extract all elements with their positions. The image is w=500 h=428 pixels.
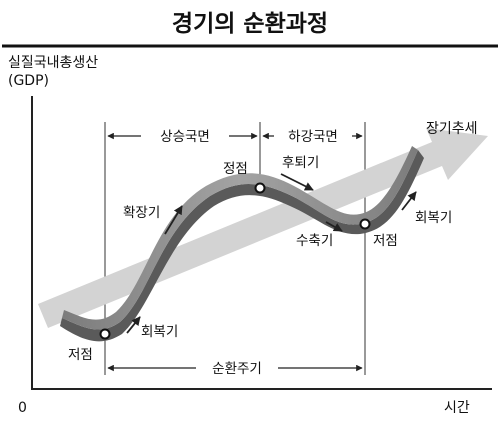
y-axis-label-line2: (GDP) (8, 73, 49, 89)
expansion-arrow (164, 205, 183, 235)
recession-label: 후퇴기 (282, 155, 319, 171)
cycle-curve (62, 146, 418, 330)
expansion-label: 확장기 (123, 205, 160, 221)
origin-label: 0 (18, 400, 27, 416)
peak-label: 정점 (223, 161, 248, 177)
contraction-arrow (325, 221, 343, 232)
y-axis-label-line1: 실질국내총생산 (8, 55, 98, 71)
cycle-label: 순환주기 (212, 361, 262, 377)
contraction-phase-label: 하강국면 (288, 129, 338, 145)
trough-left-label: 저점 (68, 347, 93, 363)
recovery-left-arrow (126, 316, 141, 334)
peak-marker (254, 182, 266, 194)
x-axis-label: 시간 (444, 400, 470, 416)
trend-label: 장기추세 (426, 121, 478, 137)
expansion-phase-label: 상승국면 (160, 129, 210, 145)
recession-arrow (280, 173, 314, 191)
contraction-label: 수축기 (296, 233, 333, 249)
trough-left-marker (99, 328, 111, 340)
trough-right-label: 저점 (373, 233, 398, 249)
recovery-right-label: 회복기 (415, 210, 452, 226)
recovery-left-label: 회복기 (141, 324, 178, 340)
trough-right-marker (359, 218, 371, 230)
cycle-curve-shadow (60, 150, 424, 342)
recovery-right-arrow (401, 191, 417, 211)
diagram-title: 경기의 순환과정 (172, 11, 328, 37)
